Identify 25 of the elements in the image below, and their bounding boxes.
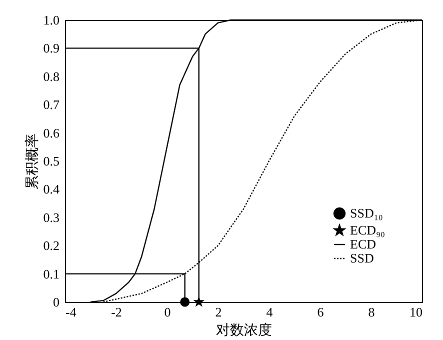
legend-label: SSD [350, 250, 374, 266]
y-tick-label: 0.4 [43, 182, 60, 197]
y-tick-label: 0.7 [43, 97, 60, 112]
y-tick-label: 0.8 [43, 68, 60, 84]
y-tick-label: 0.6 [43, 125, 60, 140]
legend-label: SSD₁₀ [350, 206, 383, 220]
x-tick-label: 8 [368, 304, 375, 320]
x-tick-label: 4 [266, 304, 274, 320]
y-tick-label: 0.9 [43, 40, 60, 56]
x-tick-label: 6 [317, 304, 324, 320]
y-tick-label: 0.2 [43, 238, 60, 254]
x-tick-label: 10 [410, 304, 422, 320]
y-tick-label: 0 [53, 294, 60, 310]
y-axis-title: 累积概率 [24, 134, 40, 190]
x-tick-label: -2 [111, 304, 122, 320]
x-axis-title: 对数浓度 [216, 322, 272, 338]
x-tick-label: -4 [66, 304, 77, 320]
legend-label: ECD₉₀ [350, 222, 386, 238]
y-tick-label: 0.5 [43, 154, 60, 168]
y-tick-label: 1.0 [43, 12, 60, 28]
legend-label: ECD [350, 236, 376, 252]
x-tick-label: 2 [215, 304, 222, 320]
y-tick-label: 0.1 [43, 266, 60, 282]
y-tick-label: 0.3 [43, 210, 60, 225]
x-tick-label: 0 [164, 304, 171, 320]
